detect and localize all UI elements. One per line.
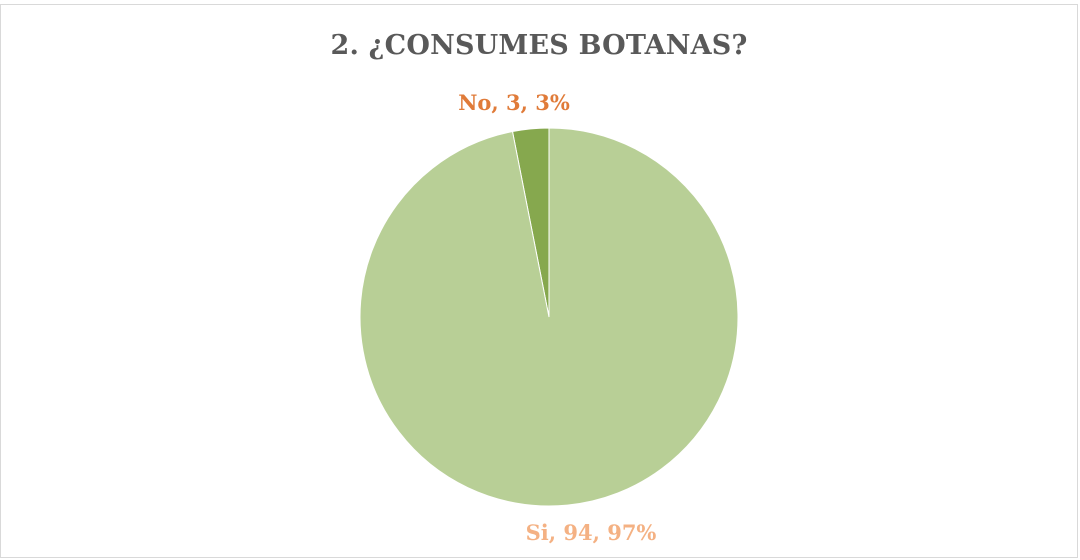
pie-slices xyxy=(359,127,739,507)
chart-title: 2. ¿CONSUMES BOTANAS? xyxy=(330,30,748,61)
data-label-no: No, 3, 3% xyxy=(458,90,570,115)
pie-slice-si xyxy=(359,127,739,507)
pie-labels: No, 3, 3% Si, 94, 97% xyxy=(458,90,656,545)
data-label-si: Si, 94, 97% xyxy=(526,520,657,545)
